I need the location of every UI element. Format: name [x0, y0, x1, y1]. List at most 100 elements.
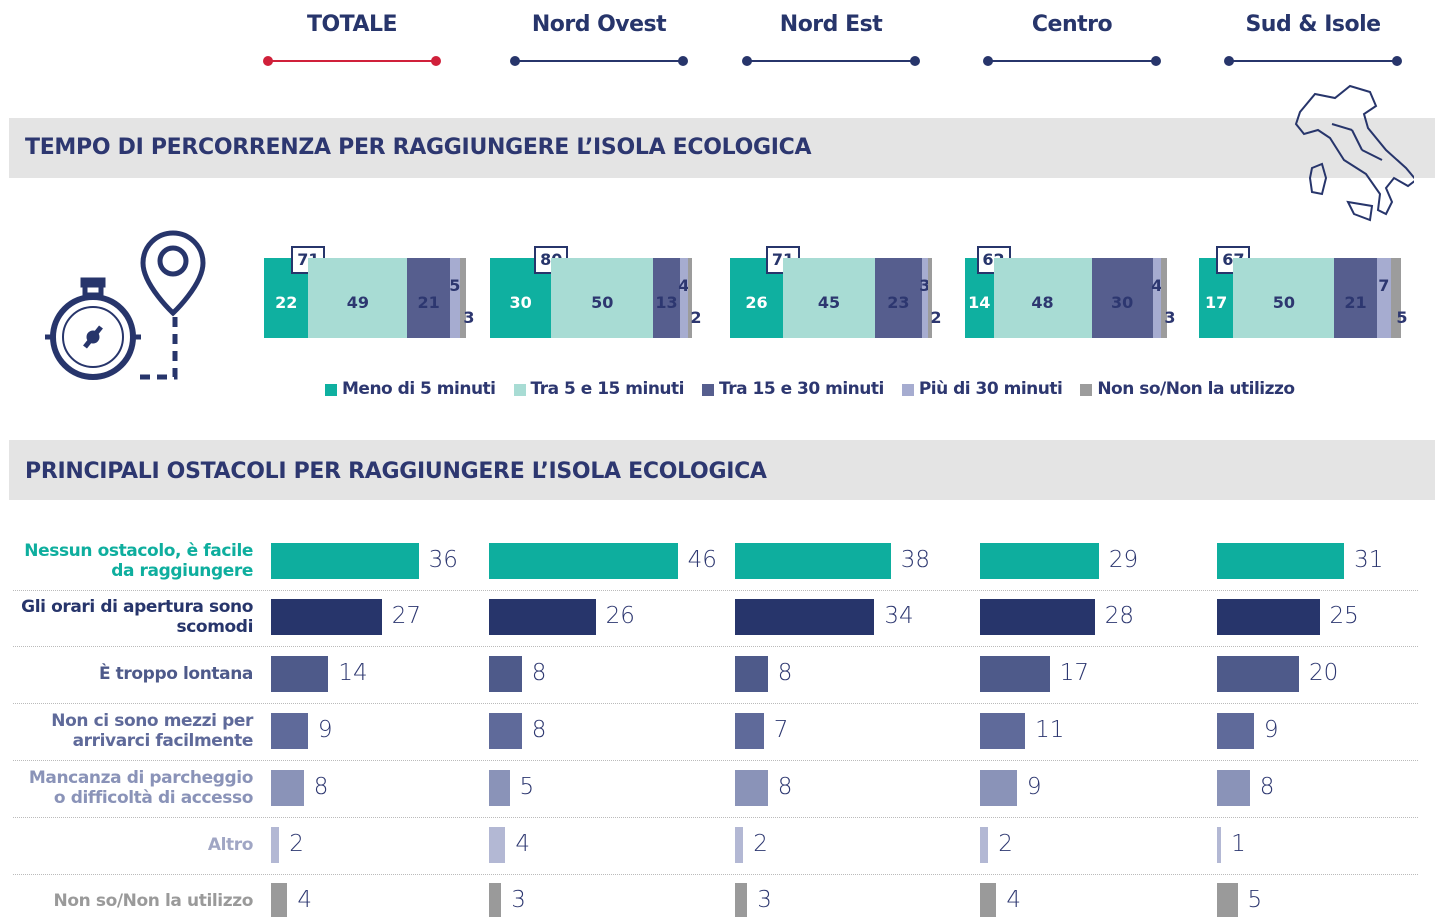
value-label: 5: [1247, 887, 1263, 913]
value-label: 46: [687, 547, 717, 573]
segment-label: 2: [930, 308, 942, 327]
category-label: Non so/Non la utilizzo: [53, 891, 254, 911]
bar: [735, 543, 891, 579]
bar: [735, 883, 748, 917]
stopwatch-icon: [45, 230, 206, 380]
bar: [735, 770, 768, 806]
row-separator: [13, 590, 1418, 591]
tab-dot: [742, 56, 752, 66]
tab-dot: [1151, 56, 1161, 66]
value-label: 17: [1059, 660, 1089, 686]
legend-label: Non so/Non la utilizzo: [1097, 379, 1295, 399]
tab-dot: [1224, 56, 1234, 66]
bar: [271, 599, 382, 635]
bar: [271, 656, 329, 692]
value-label: 9: [317, 717, 333, 743]
value-label: 28: [1104, 603, 1135, 629]
bar-segment: [993, 258, 1092, 338]
tab-dot: [910, 56, 920, 66]
segment-label: 50: [1272, 293, 1295, 312]
legend-swatch: [901, 384, 914, 396]
tab-dot: [983, 56, 993, 66]
bar: [980, 770, 1017, 806]
bar: [980, 713, 1026, 749]
segment-label: 30: [1110, 293, 1134, 312]
bar: [1217, 656, 1299, 692]
segment-label: 7: [1378, 276, 1390, 295]
region-tab: TOTALE: [306, 12, 398, 37]
value-label: 31: [1354, 547, 1384, 573]
segment-label: 3: [919, 276, 931, 295]
segment-label: 4: [678, 276, 690, 295]
category-label: Altro: [207, 835, 254, 855]
value-label: 3: [511, 887, 526, 913]
bar: [1217, 713, 1254, 749]
value-label: 9: [1026, 774, 1042, 800]
region-tab: Nord Ovest: [531, 12, 667, 37]
tab-dot: [1392, 56, 1402, 66]
tab-line: [268, 60, 436, 62]
value-label: 36: [428, 547, 458, 573]
bar-segment: [551, 258, 654, 338]
value-label: 26: [605, 603, 635, 629]
tab-line: [747, 60, 915, 62]
section-title: PRINCIPALI OSTACOLI PER RAGGIUNGERE L’IS…: [25, 459, 767, 484]
category-label: Non ci sono mezzi per arrivarci facilmen…: [51, 711, 253, 751]
tab-dot: [431, 56, 441, 66]
value-label: 8: [777, 660, 793, 686]
category-label: Mancanza di parcheggio o difficoltà di a…: [28, 768, 254, 808]
bar-segment: [783, 258, 875, 338]
bar-segment: [874, 258, 922, 338]
section-banner: [9, 440, 1435, 500]
bar: [980, 599, 1095, 635]
region-tab: Nord Est: [779, 12, 883, 37]
value-label: 38: [900, 547, 931, 573]
segment-label: 17: [1205, 293, 1228, 312]
value-label: 4: [1006, 887, 1022, 913]
value-label: 8: [313, 774, 329, 800]
segment-label: 50: [591, 293, 614, 312]
segment-label: 48: [1031, 293, 1054, 312]
segment-label: 3: [1164, 308, 1176, 327]
italy-map-icon: [1294, 84, 1414, 222]
legend-swatch: [702, 384, 714, 396]
bar-segment: [1376, 258, 1391, 338]
value-label: 5: [519, 774, 535, 800]
segment-label: 5: [449, 276, 461, 295]
section-banner: [9, 118, 1435, 178]
bar-segment: [687, 258, 692, 338]
tab-line: [988, 60, 1156, 62]
value-label: 2: [753, 831, 768, 857]
bar: [489, 883, 502, 917]
row-separator: [13, 874, 1418, 875]
value-label: 8: [531, 717, 547, 743]
value-label: 2: [998, 831, 1013, 857]
segment-label: 22: [275, 293, 298, 312]
bar: [271, 827, 280, 863]
segment-label: 21: [417, 293, 440, 312]
value-label: 4: [515, 831, 531, 857]
segment-label: 4: [1151, 276, 1163, 295]
bar-segment: [308, 258, 408, 338]
bar: [489, 713, 522, 749]
segment-label: 49: [346, 293, 370, 312]
segment-label: 23: [887, 293, 910, 312]
segment-label: 21: [1344, 293, 1367, 312]
legend-swatch: [325, 384, 337, 396]
value-label: 29: [1108, 547, 1139, 573]
bar: [489, 656, 522, 692]
bar: [489, 543, 678, 579]
bar-segment: [449, 258, 460, 338]
row-separator: [13, 646, 1418, 647]
legend-label: Tra 5 e 15 minuti: [530, 379, 685, 399]
value-label: 7: [773, 717, 789, 743]
value-label: 8: [531, 660, 547, 686]
segment-label: 5: [1396, 308, 1408, 327]
bar: [980, 883, 997, 917]
bar-segment: [1091, 258, 1153, 338]
value-label: 25: [1329, 603, 1359, 629]
tab-line: [1229, 60, 1397, 62]
segment-label: 26: [745, 293, 768, 312]
bar: [980, 827, 989, 863]
bar-segment: [921, 258, 928, 338]
